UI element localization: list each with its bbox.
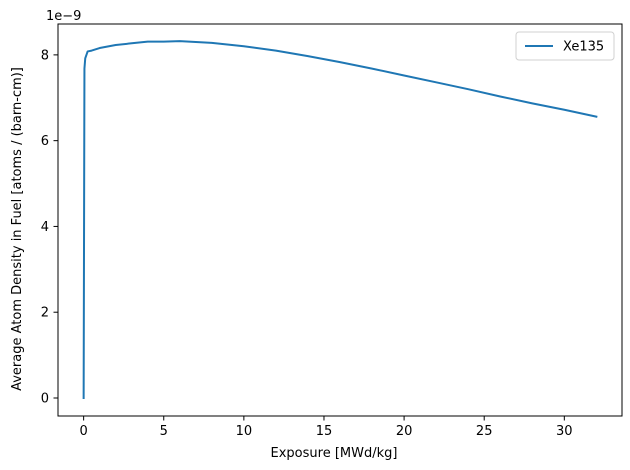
- legend-box: [515, 31, 615, 61]
- y-tick-label: 0: [41, 391, 49, 406]
- x-tick-label: 10: [236, 424, 253, 439]
- y-tick-label: 2: [41, 306, 49, 321]
- plot-frame: [57, 23, 623, 417]
- series-line-0: [82, 40, 598, 399]
- x-tick-label: 20: [396, 424, 413, 439]
- x-tick-label: 25: [476, 424, 493, 439]
- y-offset-label: 1e−9: [46, 9, 81, 24]
- y-axis-label: Average Atom Density in Fuel [atoms / (b…: [10, 67, 25, 391]
- y-tick-label: 6: [41, 134, 49, 149]
- y-tick-label: 4: [41, 220, 49, 235]
- y-tick-label: 8: [41, 48, 49, 63]
- x-tick-label: 0: [79, 424, 87, 439]
- x-axis-label: Exposure [MWd/kg]: [271, 446, 398, 461]
- x-tick-label: 15: [316, 424, 333, 439]
- plot-area: 0 5 10 15 20 25 30 0 2 4 6 8 Xe135: [41, 23, 623, 439]
- x-tick-label: 30: [556, 424, 573, 439]
- legend-label: Xe135: [563, 40, 604, 55]
- x-tick-label: 5: [160, 424, 168, 439]
